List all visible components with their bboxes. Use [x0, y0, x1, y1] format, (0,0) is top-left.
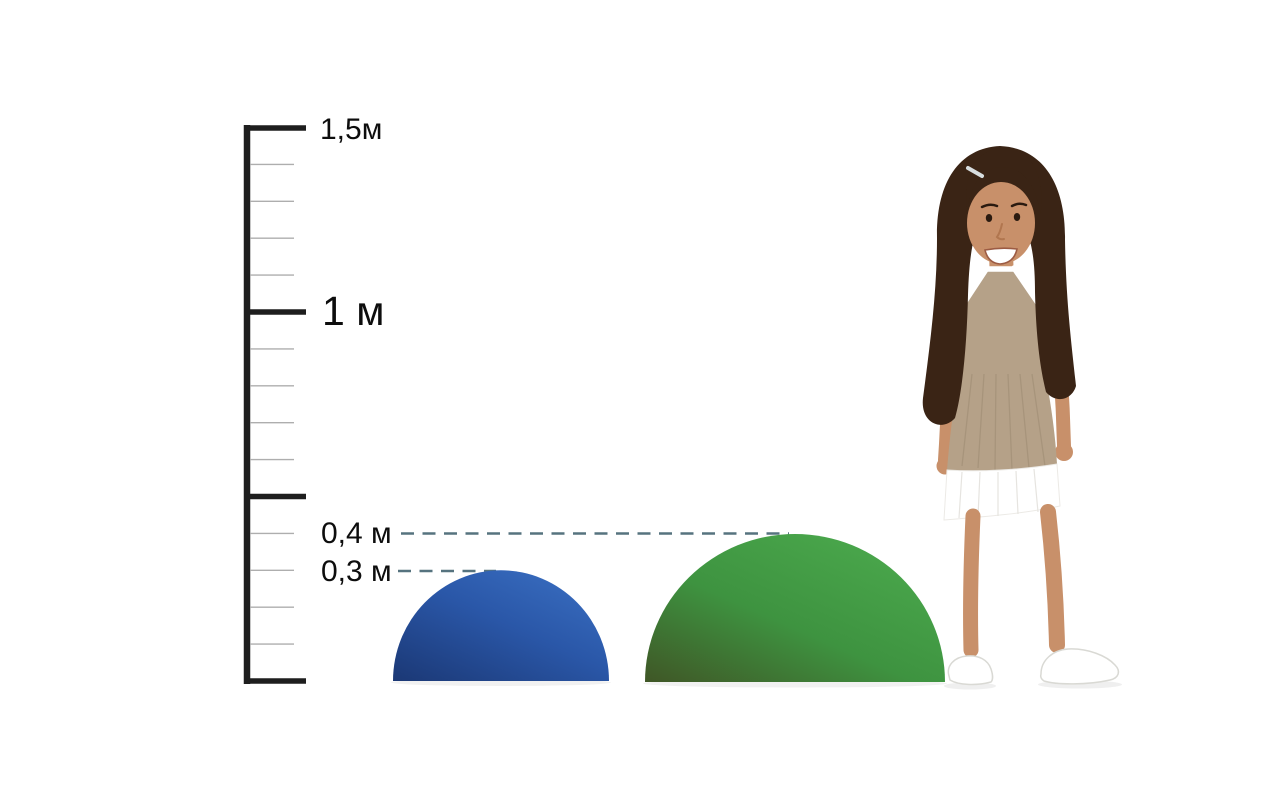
girl-left-shoe	[947, 655, 994, 686]
scale-label-1m: 1 м	[322, 288, 384, 334]
girl-dress-bodice	[959, 270, 1045, 370]
girl-hair-front	[966, 148, 1042, 214]
girl-face	[967, 182, 1035, 264]
height-label-green-dome: 0,4 м	[321, 517, 392, 550]
girl-facial-features	[980, 202, 1028, 265]
blue-dome	[393, 570, 609, 681]
guide-lines	[398, 532, 789, 573]
girl-hairclip	[966, 166, 984, 178]
girl-hair-back	[922, 146, 1076, 425]
girl-right-hand	[1055, 443, 1073, 461]
ruler-major-ticks	[244, 125, 306, 684]
scale-label-1-5m: 1,5м	[320, 113, 382, 146]
girl-figure	[922, 146, 1122, 690]
girl-skirt-hem	[943, 463, 1061, 521]
girl-skirt	[947, 368, 1057, 471]
height-label-blue-dome: 0,3 м	[321, 555, 392, 588]
girl-right-leg	[1040, 504, 1065, 653]
girl-hem-pleats	[958, 468, 1039, 519]
scale-labels: 1,5м 1 м 0,4 м 0,3 м	[320, 113, 392, 588]
ruler-minor-ticks	[250, 163, 294, 645]
measuring-scale	[243, 125, 306, 684]
girl-right-shoe	[1039, 648, 1120, 685]
green-dome	[645, 534, 945, 682]
girl-left-leg	[963, 508, 981, 658]
girl-skirt-pleats	[961, 373, 1046, 471]
